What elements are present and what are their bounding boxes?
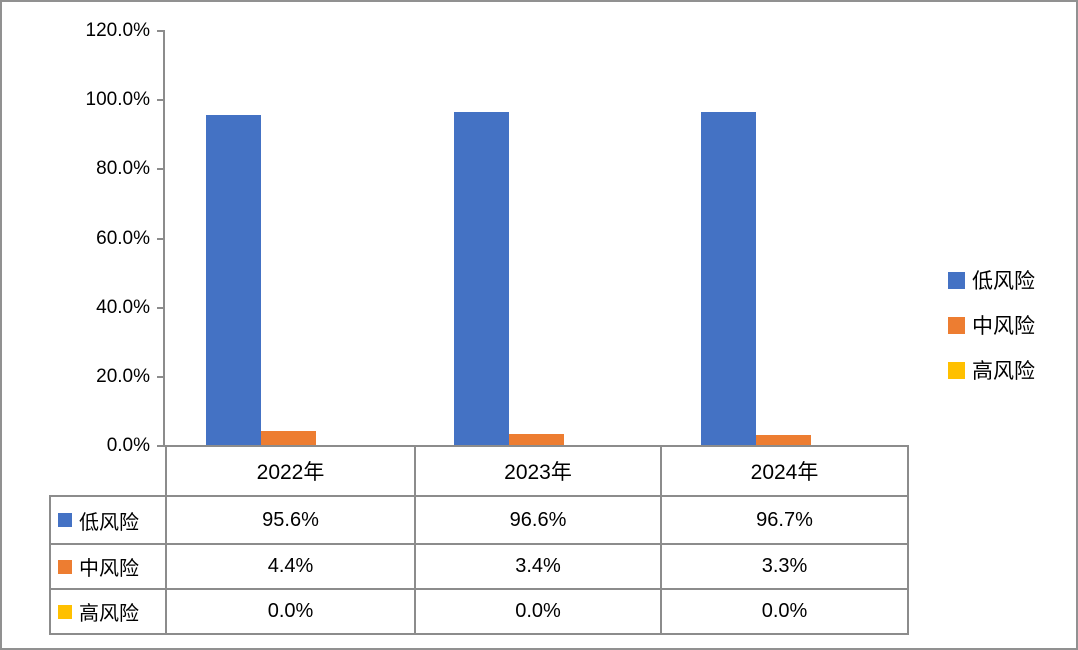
legend-label-s2: 高风险 xyxy=(972,360,1035,383)
y-axis-tick-label: 100.0% xyxy=(85,89,150,111)
series-row-header-s0: 低风险 xyxy=(49,495,167,545)
y-axis-tick-mark xyxy=(157,306,165,309)
y-axis-tick-mark xyxy=(157,168,165,171)
y-axis-line xyxy=(163,31,165,446)
legend-item-s1[interactable]: 中风险 xyxy=(948,312,1035,338)
table-row-s0: 低风险 95.6% 96.6% 96.7% xyxy=(49,495,909,545)
series-name-label: 低风险 xyxy=(79,511,139,534)
bar-s1-c1[interactable] xyxy=(508,434,564,446)
legend-label-s1: 中风险 xyxy=(972,315,1035,338)
bar-s0-c1[interactable] xyxy=(453,111,509,446)
y-axis-tick-mark xyxy=(157,375,165,378)
y-axis-tick-label: 20.0% xyxy=(96,365,150,387)
y-axis-tick-mark xyxy=(157,237,165,240)
chart-data-table: 2022年 2023年 2024年低风险 95.6% 96.6% 96.7% 中风险 4.4%… xyxy=(49,445,909,635)
value-cell-s0-c0: 95.6% xyxy=(165,495,416,545)
category-header-c2: 2024年 xyxy=(660,445,909,497)
value-cell-s2-c2: 0.0% xyxy=(660,588,909,635)
y-axis-tick-label: 80.0% xyxy=(96,158,150,180)
series-name-label: 高风险 xyxy=(79,603,139,625)
table-corner-blank xyxy=(50,446,166,496)
chart-legend: 低风险 中风险 高风险 xyxy=(948,267,1035,402)
y-axis-tick-mark xyxy=(157,445,165,447)
series-key-swatch-s0 xyxy=(58,513,72,527)
value-cell-s0-c2: 96.7% xyxy=(660,495,909,545)
value-cell-s1-c2: 3.3% xyxy=(660,543,909,590)
series-name-label: 中风险 xyxy=(79,558,139,580)
y-axis-tick-label: 120.0% xyxy=(85,20,150,41)
table-row-s1: 中风险 4.4% 3.4% 3.3% xyxy=(49,543,909,590)
legend-swatch-s1 xyxy=(948,316,965,334)
y-axis-tick-label: 40.0% xyxy=(96,296,150,318)
series-row-header-s1: 中风险 xyxy=(49,543,167,590)
value-cell-s1-c0: 4.4% xyxy=(165,543,416,590)
value-cell-s1-c1: 3.4% xyxy=(414,543,662,590)
legend-item-s0[interactable]: 低风险 xyxy=(948,267,1035,293)
series-key-swatch-s1 xyxy=(58,559,72,574)
legend-label-s0: 低风险 xyxy=(972,270,1035,293)
bar-s0-c2[interactable] xyxy=(700,111,756,446)
legend-item-s2[interactable]: 高风险 xyxy=(948,357,1035,383)
legend-swatch-s0 xyxy=(948,271,965,289)
series-key-swatch-s2 xyxy=(58,604,72,619)
bar-s1-c2[interactable] xyxy=(755,434,811,446)
bar-s1-c0[interactable] xyxy=(261,430,317,446)
value-cell-s2-c1: 0.0% xyxy=(414,588,662,635)
value-cell-s2-c0: 0.0% xyxy=(165,588,416,635)
y-axis-tick-mark xyxy=(157,99,165,102)
y-axis-tick-label: 60.0% xyxy=(96,227,150,249)
bar-s0-c0[interactable] xyxy=(206,115,262,446)
category-header-c0: 2022年 xyxy=(165,445,416,497)
series-row-header-s2: 高风险 xyxy=(49,588,167,635)
legend-swatch-s2 xyxy=(948,361,965,379)
y-axis-tick-label: 0.0% xyxy=(106,435,150,456)
category-header-c1: 2023年 xyxy=(414,445,662,497)
table-row-s2: 高风险 0.0% 0.0% 0.0% xyxy=(49,588,909,635)
y-axis-tick-mark xyxy=(157,30,165,32)
value-cell-s0-c1: 96.6% xyxy=(414,495,662,545)
